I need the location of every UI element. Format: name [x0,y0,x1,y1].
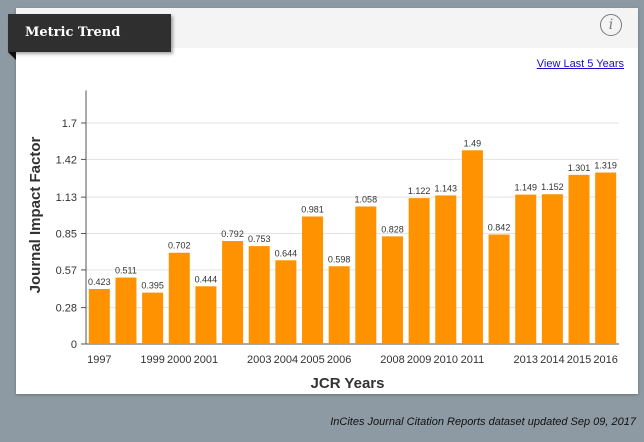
x-tick-label: 2011 [461,354,485,366]
x-tick-label: 1997 [87,354,111,366]
x-tick-label: 2009 [407,354,431,366]
data-label-1999: 0.395 [141,281,164,291]
dataset-footnote: InCites Journal Citation Reports dataset… [330,416,636,428]
bar-1999[interactable] [142,292,164,344]
y-tick-label: 0 [71,339,77,351]
info-icon[interactable]: i [600,14,622,36]
x-tick-label: 2013 [513,354,537,366]
bar-1998[interactable] [115,277,137,344]
x-tick-label: 2004 [274,354,298,366]
title-tab: Metric Trend [8,14,171,52]
bar-2005[interactable] [302,216,324,344]
x-tick-label: 2000 [167,354,191,366]
bar-2014[interactable] [541,194,563,344]
data-label-2014: 1.152 [541,182,564,192]
data-label-2005: 0.981 [301,204,324,214]
data-label-2000: 0.702 [168,241,191,251]
bar-2006[interactable] [328,266,350,344]
bar-2013[interactable] [515,194,537,344]
data-label-2003: 0.753 [248,234,271,244]
y-tick-label: 1.42 [56,154,77,166]
bar-chart: 0 0.28 0.57 0.85 1.13 1.42 1.7 0.423 1997 0.511 0.… [27,90,619,392]
bar-1997[interactable] [88,289,110,344]
metric-trend-panel: Metric Trend i View Last 5 Years 0 0.28 0.… [8,8,638,394]
x-axis-title: JCR Years [311,375,385,392]
data-label-2013: 1.149 [514,183,537,193]
bar-2001[interactable] [195,286,217,344]
data-label-2009: 1.122 [408,186,431,196]
data-label-2004: 0.644 [275,248,298,258]
bar-2016[interactable] [595,172,617,344]
data-label-2016: 1.319 [594,161,617,171]
x-tick-label: 2008 [380,354,404,366]
data-label-2015: 1.301 [568,163,591,173]
y-tick-label: 0.28 [56,303,77,315]
data-label-1997: 0.423 [88,277,111,287]
y-tick-label: 0.57 [56,265,77,277]
bar-2000[interactable] [168,252,190,344]
view-last-5-years-link[interactable]: View Last 5 Years [536,58,624,70]
panel-title: Metric Trend [25,25,121,40]
bar-2003[interactable] [248,246,270,344]
y-tick-label: 1.7 [62,118,77,130]
bar-2010[interactable] [435,195,457,344]
x-tick-label: 2014 [540,354,564,366]
data-label-2012: 0.842 [488,223,511,233]
x-tick-label: 2003 [247,354,271,366]
x-tick-label: 2010 [434,354,458,366]
x-tick-label: 2005 [300,354,324,366]
bar-2007[interactable] [355,206,377,344]
data-label-2001: 0.444 [195,274,218,284]
bar-2009[interactable] [408,198,430,344]
bar-2008[interactable] [381,236,403,344]
x-tick-label: 2016 [593,354,617,366]
data-label-1998: 0.511 [115,266,137,276]
x-tick-label: 2015 [567,354,591,366]
x-tick-label: 2001 [194,354,218,366]
bar-2012[interactable] [488,234,510,344]
y-tick-label: 0.85 [56,229,77,241]
data-label-2008: 0.828 [381,224,404,234]
x-tick-label: 2006 [327,354,351,366]
title-tab-fold [8,52,16,60]
bar-2015[interactable] [568,174,590,344]
bar-2011[interactable] [461,150,483,344]
data-label-2007: 1.058 [355,194,378,204]
data-label-2010: 1.143 [435,183,458,193]
y-tick-label: 1.13 [56,192,77,204]
y-axis-title: Journal Impact Factor [27,136,44,293]
data-label-2006: 0.598 [328,254,351,264]
x-tick-label: 1999 [140,354,164,366]
data-label-2011: 1.49 [464,138,482,148]
bar-2002[interactable] [222,241,244,344]
data-label-2002: 0.792 [221,229,244,239]
bar-2004[interactable] [275,260,297,344]
